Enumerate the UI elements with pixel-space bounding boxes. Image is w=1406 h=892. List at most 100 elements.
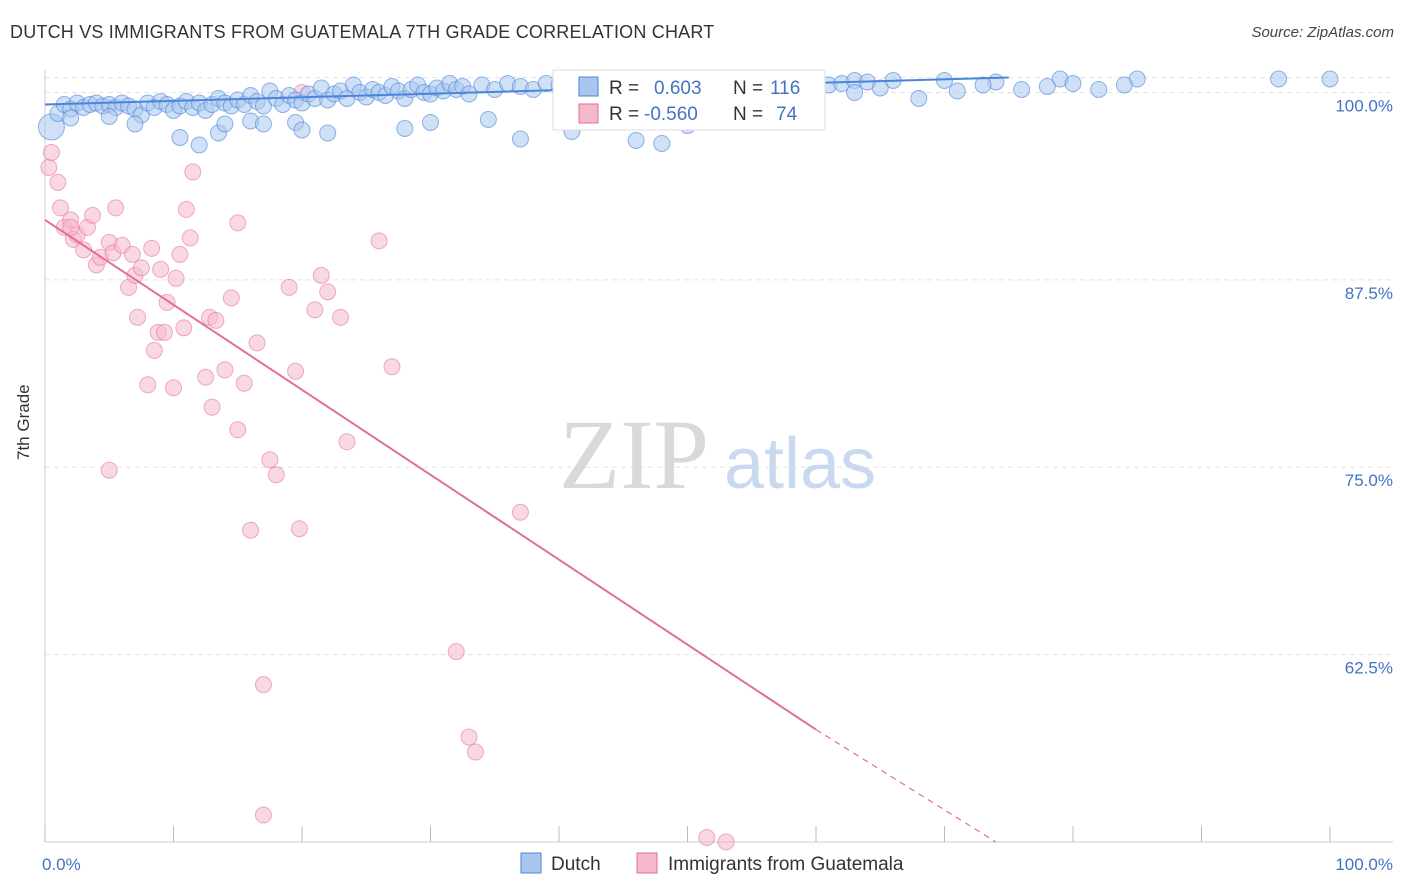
dutch-point-112 <box>254 115 272 133</box>
guatemala-point-41 <box>229 421 247 439</box>
guatemala-point-44 <box>248 334 266 352</box>
dutch-point-98 <box>936 71 953 89</box>
guatemala-point-33 <box>181 229 199 247</box>
dutch-point-131 <box>948 82 966 100</box>
legend-swatch-dutch <box>578 76 599 97</box>
legend-swatch-guatemala <box>578 103 599 124</box>
trend-line-guatemala <box>44 219 817 731</box>
y-tick-label-0: 62.5% <box>1345 659 1393 678</box>
guatemala-point-20 <box>132 259 150 277</box>
guatemala-point-14 <box>107 199 125 217</box>
guatemala-point-65 <box>717 833 735 851</box>
guatemala-point-52 <box>306 301 324 319</box>
trend-line-dutch <box>44 76 1009 106</box>
axes <box>44 70 1393 843</box>
guatemala-point-21 <box>139 376 157 394</box>
trend-line-guatemala-extension <box>815 729 997 843</box>
guatemala-point-1 <box>49 173 67 191</box>
guatemala-point-42 <box>235 374 253 392</box>
dutch-point-128 <box>846 83 864 101</box>
y-tick-label-1: 75.0% <box>1345 471 1393 490</box>
dutch-point-132 <box>974 76 992 94</box>
guatemala-point-40 <box>222 289 240 307</box>
dutch-point-117 <box>422 113 439 131</box>
legend-n-value-dutch: 116 <box>770 78 800 99</box>
dutch-point-104 <box>62 109 80 127</box>
guatemala-point-68 <box>62 218 80 236</box>
dutch-point-122 <box>653 134 671 152</box>
guatemala-point-47 <box>267 466 285 484</box>
dutch-point-136 <box>1090 80 1108 98</box>
guatemala-point-54 <box>319 283 337 301</box>
dutch-point-137 <box>1115 76 1133 94</box>
watermark-atlas: atlas <box>724 424 876 504</box>
guatemala-point-34 <box>184 163 202 181</box>
guatemala-point-61 <box>466 743 484 761</box>
guatemala-point-2 <box>51 199 69 217</box>
guatemala-point-0 <box>40 158 58 176</box>
guatemala-point-56 <box>338 433 356 451</box>
guatemala-point-49 <box>287 362 305 380</box>
dutch-point-118 <box>479 110 497 128</box>
dutch-point-65 <box>460 85 478 103</box>
dutch-point-134 <box>1038 77 1056 95</box>
legend-n-value-guatemala: 74 <box>776 104 798 125</box>
guatemala-point-29 <box>167 269 185 287</box>
y-tick-labels: 62.5% 75.0% 87.5% 100.0% <box>1335 96 1393 677</box>
gridlines <box>45 76 1393 656</box>
guatemala-point-22 <box>143 239 161 257</box>
legend-r-label-dutch: R = <box>609 78 639 99</box>
guatemala-point-9 <box>84 206 102 224</box>
dutch-point-119 <box>511 130 529 148</box>
correlation-legend: R = 0.603 N = 116 R = -0.560 N = 74 <box>552 69 826 131</box>
guatemala-point-26 <box>156 323 174 341</box>
guatemala-point-23 <box>145 341 163 359</box>
dutch-point-133 <box>1013 80 1031 98</box>
guatemala-point-19 <box>129 308 147 326</box>
legend-n-label-dutch: N = <box>733 78 763 99</box>
dutch-point-130 <box>910 89 928 107</box>
guatemala-point-66 <box>254 806 272 824</box>
dutch-point-108 <box>190 136 208 154</box>
watermark-zip: ZIP <box>559 399 709 510</box>
guatemala-point-60 <box>460 728 478 746</box>
x-tick-label-1: 100.0% <box>1335 855 1393 874</box>
series-legend: Dutch Immigrants from Guatemala <box>520 852 904 875</box>
guatemala-point-57 <box>370 232 388 250</box>
guatemala-point-37 <box>203 398 221 416</box>
dutch-point-107 <box>171 128 189 146</box>
guatemala-point-39 <box>216 361 234 379</box>
guatemala-point-43 <box>242 521 260 539</box>
legend-r-value-guatemala: -0.560 <box>644 104 698 125</box>
watermark: ZIP atlas <box>559 399 876 510</box>
guatemala-point-28 <box>165 379 182 397</box>
dutch-point-106 <box>126 115 144 133</box>
bottom-legend-guatemala: Immigrants from Guatemala <box>668 854 904 875</box>
guatemala-point-38 <box>207 311 225 329</box>
guatemala-point-50 <box>290 520 308 538</box>
legend-n-label-guatemala: N = <box>733 104 763 125</box>
x-tick-label-0: 0.0% <box>42 855 81 874</box>
dutch-point-129 <box>871 79 889 97</box>
guatemala-point-64 <box>698 829 716 847</box>
bottom-legend-dutch: Dutch <box>551 854 601 875</box>
dutch-point-105 <box>100 107 118 125</box>
y-tick-label-3: 100.0% <box>1335 96 1393 115</box>
guatemala-point-55 <box>332 308 350 326</box>
bottom-legend-swatch-guatemala <box>636 852 658 874</box>
guatemala-point-31 <box>175 319 193 337</box>
dutch-point-114 <box>293 121 311 139</box>
bottom-legend-swatch-dutch <box>520 852 542 874</box>
guatemala-point-53 <box>312 266 330 284</box>
dutch-point-102 <box>1270 70 1288 88</box>
guatemala-point-25 <box>152 260 170 278</box>
guatemala-point-70 <box>229 214 247 232</box>
dutch-point-121 <box>627 131 645 149</box>
dutch-point-103 <box>1321 70 1339 88</box>
legend-r-value-dutch: 0.603 <box>654 78 702 99</box>
guatemala-point-67 <box>100 461 118 479</box>
y-tick-label-2: 87.5% <box>1345 284 1393 303</box>
trend-lines <box>44 76 1009 843</box>
dutch-point-115 <box>319 124 337 142</box>
